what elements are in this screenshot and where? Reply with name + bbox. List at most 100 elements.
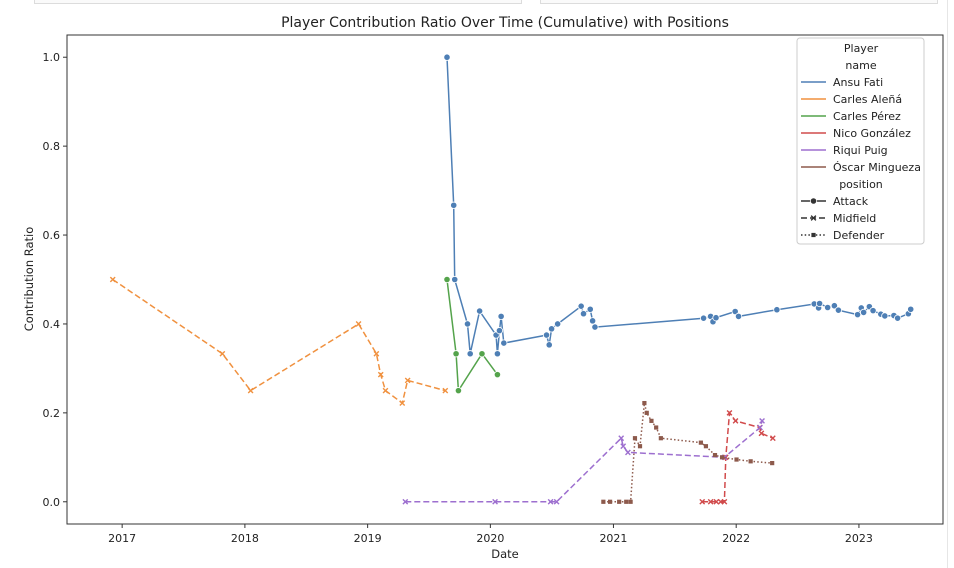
data-point <box>443 53 451 61</box>
data-point <box>853 311 862 319</box>
data-point <box>588 317 597 325</box>
data-point <box>466 350 474 358</box>
data-point <box>721 498 728 505</box>
y-tick-label: 0.2 <box>43 407 61 420</box>
y-axis-label: Contribution Ratio <box>22 227 36 332</box>
data-point <box>734 457 739 462</box>
window-top-edge <box>0 0 954 4</box>
data-point <box>377 371 384 378</box>
data-point <box>834 306 843 314</box>
data-point <box>452 350 460 358</box>
data-point <box>542 331 551 339</box>
data-point <box>869 307 877 315</box>
data-point <box>404 377 411 384</box>
series-layer <box>109 53 915 505</box>
data-point <box>478 350 486 358</box>
top-panel-left <box>34 0 522 4</box>
y-tick-label: 0.6 <box>43 229 61 242</box>
data-point <box>500 339 508 347</box>
data-point <box>731 307 739 316</box>
legend-style-marker <box>809 197 818 205</box>
right-edge-divider <box>947 0 948 568</box>
legend-label: Carles Pérez <box>833 110 901 123</box>
data-point <box>450 201 458 209</box>
data-point <box>713 498 720 505</box>
legend-style-marker <box>810 215 817 221</box>
data-point <box>770 460 775 466</box>
y-axis: 0.0 0.2 0.4 0.6 0.8 1.0 <box>43 51 67 509</box>
legend-label: Ansu Fati <box>833 76 883 89</box>
legend-style-marker <box>811 232 816 238</box>
x-tick-label: 2017 <box>108 532 136 545</box>
data-point <box>830 302 838 310</box>
data-point <box>758 430 765 437</box>
data-point <box>637 444 643 449</box>
series-3 <box>699 409 776 505</box>
series-4 <box>402 417 765 505</box>
data-point <box>373 350 380 357</box>
data-point <box>748 459 753 464</box>
data-point <box>699 314 708 322</box>
legend-style-label: Midfield <box>833 212 876 225</box>
data-point <box>907 305 915 313</box>
legend-title: Player <box>844 42 879 55</box>
data-point <box>547 498 554 505</box>
data-point <box>382 387 389 394</box>
data-point <box>881 312 889 320</box>
data-point <box>642 400 647 406</box>
data-point <box>649 418 654 423</box>
data-point <box>493 350 502 358</box>
data-point <box>624 499 629 504</box>
data-point <box>734 312 743 320</box>
data-point <box>719 455 725 460</box>
x-tick-label: 2019 <box>354 532 382 545</box>
series-line <box>405 420 763 503</box>
data-point <box>860 308 868 316</box>
legend: Player name Ansu Fati Carles Aleñá Carles Pé… <box>796 37 925 245</box>
x-tick-label: 2020 <box>476 532 504 545</box>
data-point <box>476 307 484 315</box>
data-point <box>658 436 663 441</box>
data-point <box>607 499 613 504</box>
legend-label: Óscar Mingueza <box>833 161 921 174</box>
data-point <box>495 327 504 335</box>
data-point <box>703 444 709 449</box>
data-point <box>894 314 902 322</box>
legend-style-label: Defender <box>833 229 885 242</box>
x-axis: 2017 2018 2019 2020 2021 2022 2023 <box>108 524 873 545</box>
data-point <box>109 276 116 283</box>
data-point <box>577 302 585 310</box>
data-point <box>726 409 733 416</box>
series-line <box>112 278 446 405</box>
data-point <box>492 498 498 505</box>
data-point <box>620 443 627 450</box>
plot-area-frame <box>66 34 944 525</box>
series-0 <box>443 53 915 358</box>
data-point <box>247 387 254 394</box>
x-tick-label: 2018 <box>231 532 259 545</box>
data-point <box>601 499 606 504</box>
data-point <box>632 436 638 441</box>
data-point <box>712 314 720 322</box>
data-point <box>219 350 226 357</box>
legend-label: Carles Aleñá <box>833 93 902 106</box>
x-axis-label: Date <box>491 547 519 561</box>
legend-style-title: position <box>839 178 883 191</box>
data-point <box>442 387 449 394</box>
data-point <box>545 341 553 349</box>
y-tick-label: 0.4 <box>43 318 61 331</box>
data-point <box>757 424 763 431</box>
legend-style-label: Attack <box>833 195 869 208</box>
chart-title: Player Contribution Ratio Over Time (Cum… <box>281 15 729 31</box>
data-point <box>618 435 625 442</box>
series-5 <box>601 400 775 504</box>
data-point <box>654 425 659 430</box>
legend-label: Riqui Puig <box>833 144 888 157</box>
data-point <box>732 417 739 424</box>
data-point <box>497 312 505 320</box>
legend-title: name <box>845 59 876 72</box>
data-point <box>443 275 451 284</box>
data-point <box>554 320 562 328</box>
x-tick-label: 2021 <box>599 532 627 545</box>
data-point <box>454 387 463 395</box>
